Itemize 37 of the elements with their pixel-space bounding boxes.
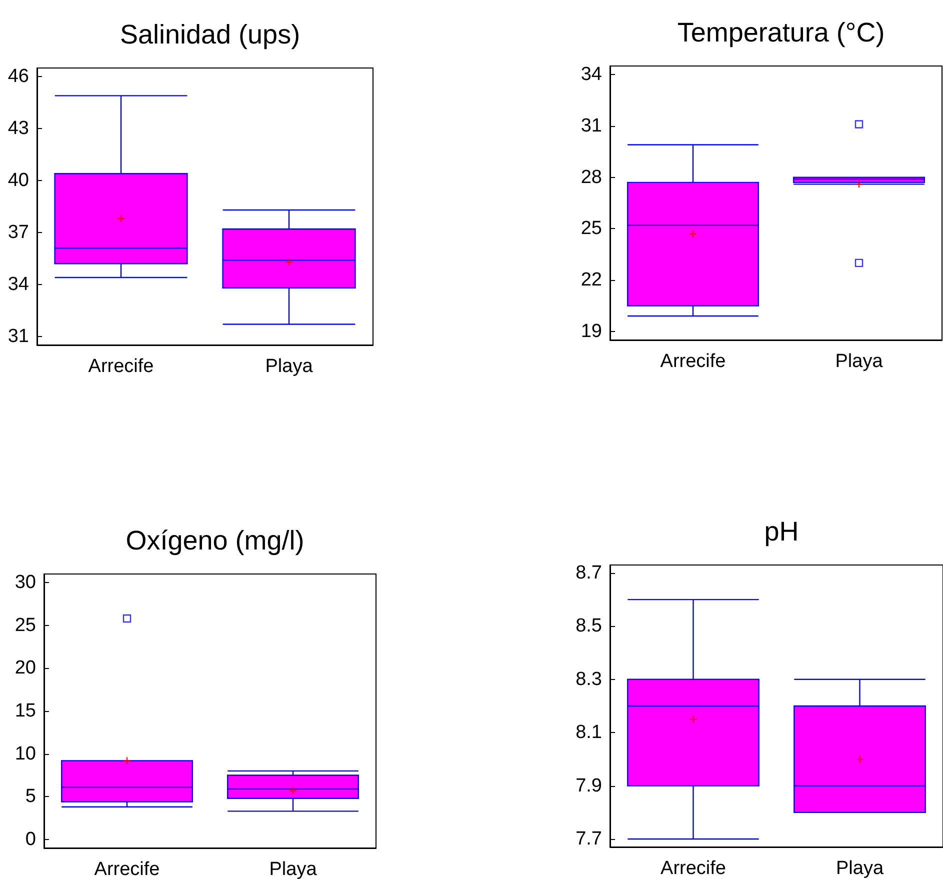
chart-title: pH (764, 516, 799, 546)
y-tick-label: 20 (14, 658, 36, 679)
x-tick-label: Playa (835, 351, 884, 372)
y-tick-label: 34 (8, 274, 30, 295)
x-tick-label: Playa (269, 859, 318, 879)
y-tick-label: 25 (580, 218, 602, 240)
y-tick-label: 31 (8, 326, 29, 347)
y-tick-label: 22 (580, 270, 602, 291)
y-tick-label: 37 (8, 222, 29, 243)
x-tick-label: Arrecife (88, 356, 154, 377)
y-tick-label: 7.9 (576, 775, 602, 796)
y-tick-label: 30 (14, 572, 36, 594)
y-tick-label: 10 (14, 743, 36, 764)
y-tick-label: 46 (8, 66, 29, 88)
y-tick-label: 7.7 (576, 828, 602, 850)
x-tick-label: Arrecife (660, 858, 726, 879)
y-tick-label: 8.5 (576, 616, 602, 637)
x-tick-label: Playa (836, 858, 884, 879)
chart-title: Oxígeno (mg/l) (126, 526, 304, 556)
y-tick-label: 28 (580, 166, 602, 188)
chart-title: Temperatura (°C) (677, 18, 885, 48)
y-tick-label: 5 (25, 786, 36, 808)
y-tick-label: 8.3 (576, 668, 602, 690)
y-tick-label: 31 (580, 115, 602, 136)
chart-title: Salinidad (ups) (120, 20, 300, 50)
x-tick-label: Playa (265, 356, 314, 377)
y-tick-label: 25 (14, 614, 36, 636)
y-tick-label: 34 (580, 64, 602, 86)
y-tick-label: 15 (14, 700, 36, 722)
y-tick-label: 8.1 (576, 722, 602, 744)
y-tick-label: 8.7 (576, 562, 602, 584)
y-tick-label: 40 (8, 170, 29, 192)
y-tick-label: 0 (25, 828, 36, 850)
y-tick-label: 43 (8, 118, 29, 140)
x-tick-label: Arrecife (660, 351, 726, 372)
y-tick-label: 19 (580, 320, 602, 342)
x-tick-label: Arrecife (94, 859, 160, 879)
